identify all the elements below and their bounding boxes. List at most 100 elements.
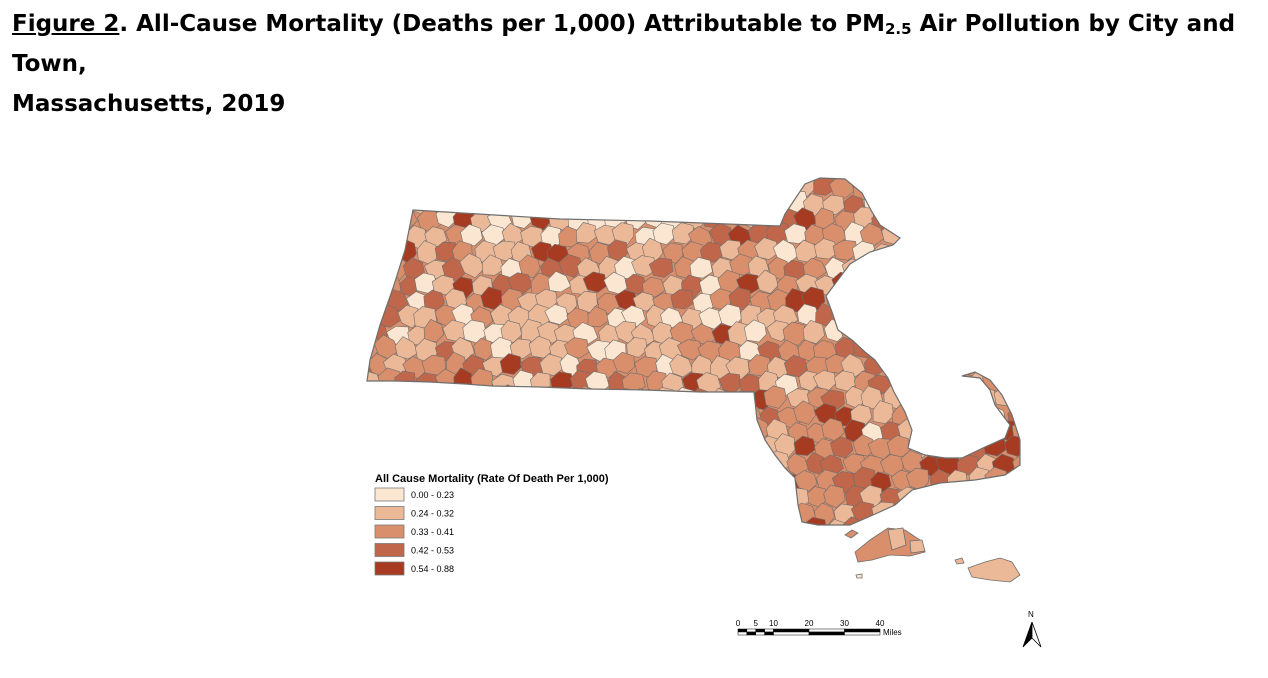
town-polygon: [1013, 387, 1020, 411]
town-polygon: [938, 286, 961, 309]
town-polygon: [984, 499, 1005, 522]
town-polygon: [726, 482, 750, 506]
town-polygon: [520, 178, 545, 184]
town-polygon: [763, 385, 787, 409]
town-polygon: [583, 406, 609, 428]
town-polygon: [729, 390, 754, 411]
town-polygon: [707, 178, 731, 180]
town-polygon: [978, 421, 1001, 444]
town-polygon: [852, 434, 876, 457]
town-polygon: [727, 189, 754, 213]
town-polygon: [859, 222, 885, 246]
town-polygon: [876, 320, 901, 342]
town-polygon: [783, 354, 808, 378]
north-arrow-icon-right: [1031, 621, 1042, 648]
town-polygon: [707, 190, 733, 212]
town-polygon: [896, 178, 922, 180]
town-polygon: [409, 389, 431, 410]
town-polygon: [812, 369, 837, 391]
town-polygon: [423, 318, 445, 343]
town-polygon: [1015, 256, 1020, 280]
town-polygon: [830, 436, 854, 459]
town-polygon: [367, 205, 380, 229]
town-polygon: [726, 178, 750, 180]
town-polygon: [852, 334, 878, 359]
town-polygon: [988, 239, 1012, 261]
town-polygon: [537, 485, 562, 510]
town-polygon: [957, 188, 980, 212]
town-polygon: [602, 503, 627, 525]
town-polygon: [593, 194, 618, 215]
scale-bar-segment: [764, 628, 774, 633]
town-polygon: [782, 321, 808, 346]
town-polygon: [746, 452, 769, 477]
scale-bar-segment: [808, 628, 845, 633]
town-polygon: [974, 256, 997, 280]
town-polygon: [367, 453, 370, 475]
town-polygon: [522, 387, 546, 408]
town-polygon: [621, 504, 645, 525]
town-polygon: [675, 190, 697, 213]
town-polygon: [947, 275, 973, 296]
town-polygon: [660, 503, 685, 525]
town-polygon: [1003, 500, 1020, 523]
town-polygon: [994, 516, 1016, 525]
town-polygon: [1026, 369, 1046, 391]
town-polygon: [929, 178, 951, 199]
town-polygon: [577, 421, 598, 444]
town-polygon: [484, 517, 506, 525]
legend-label: 0.24 - 0.32: [411, 509, 454, 519]
town-polygon: [707, 485, 734, 510]
town-polygon: [603, 403, 629, 424]
town-polygon: [840, 353, 866, 378]
town-polygon: [464, 385, 489, 407]
town-polygon: [689, 520, 715, 525]
town-polygon: [956, 221, 979, 246]
town-polygon: [994, 323, 1017, 347]
town-polygon: [604, 178, 626, 197]
chappaquiddick: [909, 539, 926, 554]
town-polygon: [673, 418, 696, 443]
massachusetts-mainland: [366, 177, 1048, 526]
town-polygon: [729, 417, 752, 443]
town-polygon: [478, 420, 503, 444]
town-polygon: [907, 504, 931, 525]
town-polygon: [681, 435, 706, 458]
town-polygon: [783, 520, 807, 525]
scale-bar-unit: Miles: [883, 628, 902, 637]
town-polygon: [375, 404, 402, 427]
legend-label: 0.54 - 0.88: [411, 564, 454, 574]
town-polygon: [860, 256, 883, 281]
town-polygons: [367, 178, 1048, 525]
town-polygon: [955, 260, 979, 282]
town-polygon: [1024, 502, 1048, 521]
town-polygon: [642, 276, 666, 298]
town-polygon: [653, 518, 679, 525]
scale-bar-tick: 0: [736, 619, 741, 628]
scale-bar-segment: [808, 631, 845, 636]
town-polygon: [412, 436, 435, 457]
town-polygon: [905, 178, 930, 195]
town-polygon: [946, 178, 967, 200]
town-polygon: [479, 485, 505, 507]
town-polygon: [690, 420, 712, 444]
town-polygon: [700, 406, 723, 427]
town-polygon: [367, 276, 384, 299]
town-polygon: [1025, 239, 1048, 259]
town-polygon: [452, 438, 476, 463]
town-polygon: [664, 178, 687, 199]
town-polygon: [939, 259, 964, 283]
town-polygon: [949, 337, 973, 362]
town-polygon: [367, 404, 382, 428]
town-polygon: [765, 486, 789, 511]
town-polygon: [539, 353, 563, 376]
town-polygon: [709, 420, 734, 441]
town-polygon: [888, 243, 913, 265]
town-polygon: [425, 420, 450, 442]
town-polygon: [911, 308, 935, 332]
town-polygon: [568, 402, 591, 424]
town-polygon: [573, 483, 598, 508]
town-polygon: [669, 353, 694, 378]
town-polygon: [958, 178, 980, 180]
legend-items: 0.00 - 0.23 0.24 - 0.32 0.33 - 0.41 0.42 - …: [374, 487, 454, 576]
